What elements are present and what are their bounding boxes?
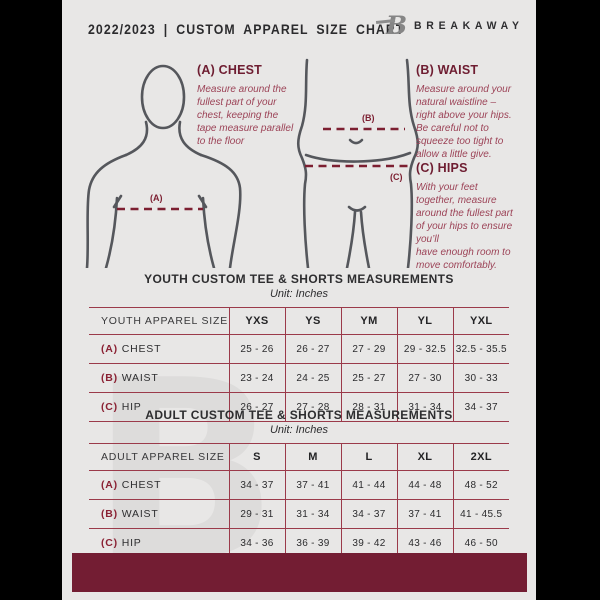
size-cell: 46 - 50 — [452, 528, 509, 558]
hips-body-text: With your feet together, measure around … — [416, 182, 513, 271]
size-cell: 48 - 52 — [452, 470, 509, 500]
chest-body-text: Measure around the fullest part of your … — [197, 84, 294, 147]
adult-size-table: ADULT APPAREL SIZE S M L XL 2XL (A) CHES… — [89, 443, 509, 558]
table-row: (A) CHEST 34 - 37 37 - 41 41 - 44 44 - 4… — [89, 470, 509, 500]
row-label: (C) HIP — [101, 401, 142, 413]
youth-table-title: YOUTH CUSTOM TEE & SHORTS MEASUREMENTS — [144, 272, 454, 286]
row-label: (B) WAIST — [101, 372, 159, 384]
size-cell: 30 - 33 — [452, 363, 509, 393]
size-cell: 32.5 - 35.5 — [452, 334, 509, 364]
size-cell: 41 - 45.5 — [452, 499, 509, 529]
measurement-diagram-section: (A) (B) (C) (A) CHEST Measure around the… — [62, 56, 536, 272]
youth-table-unit: Unit: Inches — [269, 288, 329, 300]
column-header: YXL — [452, 307, 509, 335]
size-cell: 27 - 30 — [396, 363, 453, 393]
page-header: 2022/2023 | CUSTOM APPAREL SIZE CHART B … — [62, 0, 536, 52]
waist-instructions: (B) WAIST Measure around your natural wa… — [416, 63, 532, 161]
size-cell: 34 - 37 — [452, 392, 509, 422]
size-cell: 43 - 46 — [396, 528, 453, 558]
youth-header-row: YOUTH APPAREL SIZE YXS YS YM YL YXL — [89, 307, 509, 335]
size-cell: 37 - 41 — [396, 499, 453, 529]
column-header: M — [284, 443, 341, 471]
youth-table-section: YOUTH CUSTOM TEE & SHORTS MEASUREMENTS U… — [62, 272, 536, 422]
size-cell: 31 - 34 — [396, 392, 453, 422]
waist-heading: (B) WAIST — [416, 63, 479, 77]
size-cell: 34 - 36 — [228, 528, 285, 558]
row-label: (A) CHEST — [101, 479, 162, 491]
row-label: (C) HIP — [101, 537, 142, 549]
adult-table-section: ADULT CUSTOM TEE & SHORTS MEASUREMENTS U… — [62, 408, 536, 558]
size-cell: 29 - 31 — [228, 499, 285, 529]
column-header: 2XL — [452, 443, 509, 471]
row-label: (B) WAIST — [101, 508, 159, 520]
size-cell: 41 - 44 — [340, 470, 397, 500]
column-header: XL — [396, 443, 453, 471]
size-cell: 28 - 31 — [340, 392, 397, 422]
size-chart-page: B 2022/2023 | CUSTOM APPAREL SIZE CHART … — [62, 0, 536, 600]
table-row: (B) WAIST 29 - 31 31 - 34 34 - 37 37 - 4… — [89, 499, 509, 529]
size-cell: 29 - 32.5 — [396, 334, 453, 364]
size-cell: 44 - 48 — [396, 470, 453, 500]
column-header: YL — [396, 307, 453, 335]
column-header: YM — [340, 307, 397, 335]
size-cell: 31 - 34 — [284, 499, 341, 529]
brand-name: BREAKAWAY — [414, 19, 524, 32]
column-header: L — [340, 443, 397, 471]
waist-line-label: (B) — [362, 113, 375, 123]
adult-table-title: ADULT CUSTOM TEE & SHORTS MEASUREMENTS — [145, 408, 453, 422]
size-cell: 34 - 37 — [340, 499, 397, 529]
chest-instructions: (A) CHEST Measure around the fullest par… — [197, 63, 307, 148]
column-header: S — [228, 443, 285, 471]
size-cell: 26 - 27 — [284, 334, 341, 364]
adult-table-unit: Unit: Inches — [269, 424, 329, 436]
size-cell: 39 - 42 — [340, 528, 397, 558]
footer-bar — [72, 553, 527, 592]
upper-body-figure — [85, 64, 242, 268]
size-cell: 24 - 25 — [284, 363, 341, 393]
brand-lockup: B BREAKAWAY — [375, 13, 530, 38]
youth-size-label: YOUTH APPAREL SIZE — [101, 315, 229, 327]
waist-body-text: Measure around your natural waistline – … — [416, 84, 512, 160]
row-label: (A) CHEST — [101, 343, 162, 355]
adult-size-label: ADULT APPAREL SIZE — [101, 451, 225, 463]
size-cell: 26 - 27 — [228, 392, 285, 422]
hips-line-label: (C) — [390, 172, 403, 182]
column-header: YS — [284, 307, 341, 335]
lower-body-figure — [296, 58, 420, 268]
size-cell: 23 - 24 — [228, 363, 285, 393]
table-row: (B) WAIST 23 - 24 24 - 25 25 - 27 27 - 3… — [89, 363, 509, 393]
size-cell: 34 - 37 — [228, 470, 285, 500]
table-row: (C) HIP 26 - 27 27 - 28 28 - 31 31 - 34 … — [89, 392, 509, 422]
size-cell: 25 - 27 — [340, 363, 397, 393]
adult-header-row: ADULT APPAREL SIZE S M L XL 2XL — [89, 443, 509, 471]
table-row: (A) CHEST 25 - 26 26 - 27 27 - 29 29 - 3… — [89, 334, 509, 364]
chest-line-label: (A) — [150, 193, 163, 203]
size-cell: 25 - 26 — [228, 334, 285, 364]
size-cell: 37 - 41 — [284, 470, 341, 500]
document-title: 2022/2023 | CUSTOM APPAREL SIZE CHART — [88, 21, 405, 37]
size-cell: 27 - 28 — [284, 392, 341, 422]
size-cell: 27 - 29 — [340, 334, 397, 364]
hips-instructions: (C) HIPS With your feet together, measur… — [416, 161, 534, 272]
youth-size-table: YOUTH APPAREL SIZE YXS YS YM YL YXL (A) … — [89, 307, 509, 422]
size-cell: 36 - 39 — [284, 528, 341, 558]
column-header: YXS — [228, 307, 285, 335]
chest-heading: (A) CHEST — [197, 63, 262, 77]
hips-heading: (C) HIPS — [416, 161, 468, 175]
breakaway-logo-icon: B — [375, 13, 407, 38]
